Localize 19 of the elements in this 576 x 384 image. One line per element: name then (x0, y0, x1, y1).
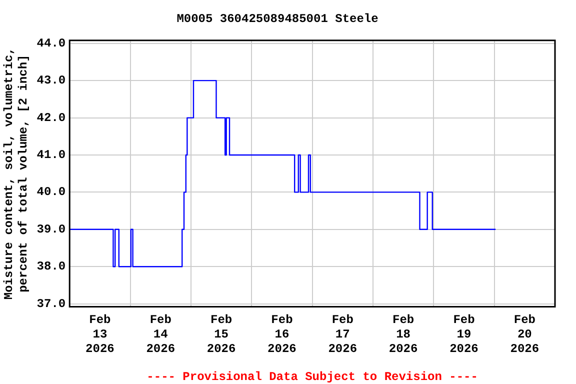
y-axis-title: Moisture content, soil, volumetric, percent of total volume, [2 inch] (2, 48, 31, 300)
x-tick-label: Feb 20 2026 (510, 313, 540, 356)
x-tick-label: Feb 19 2026 (450, 313, 478, 356)
y-tick-label: 42.0 (36, 110, 66, 125)
y-tick-label: 38.0 (36, 260, 66, 274)
y-tick-label: 44.0 (36, 36, 66, 50)
y-tick-label: 40.0 (36, 185, 66, 200)
text: ---- Provisional Data Subject to Revision ---- (146, 370, 478, 384)
x-tick-label: Feb 15 2026 (206, 313, 236, 356)
y-tick-label: 43.0 (36, 74, 66, 88)
x-tick-label: Feb 16 2026 (268, 313, 296, 356)
x-tick-label: Feb 14 2026 (146, 313, 176, 356)
chart-title: M0005 360425089485001 Steele (176, 12, 378, 26)
x-tick-label: Feb 18 2026 (388, 313, 418, 356)
x-tick-label: Feb 17 2026 (328, 313, 358, 356)
x-tick-label: Feb 13 2026 (86, 313, 114, 356)
y-tick-label: 37.0 (36, 296, 66, 311)
y-tick-label: 39.0 (36, 222, 66, 236)
y-tick-label: 41.0 (36, 148, 66, 162)
